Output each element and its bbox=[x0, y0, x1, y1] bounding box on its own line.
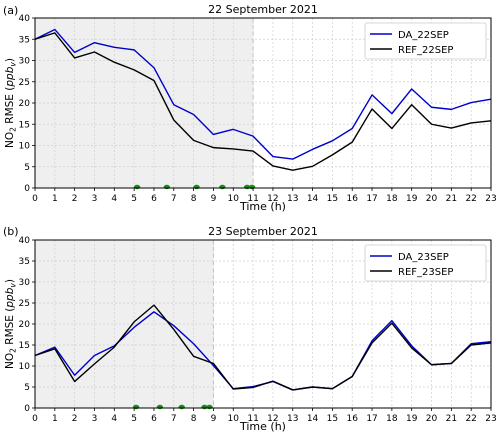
x-tick-label: 17 bbox=[366, 194, 377, 204]
y-tick-label: 0 bbox=[24, 404, 30, 414]
y-tick-label: 40 bbox=[19, 236, 31, 246]
y-tick-label: 20 bbox=[19, 99, 31, 109]
x-tick-label: 8 bbox=[191, 194, 197, 204]
marker-point bbox=[178, 404, 185, 410]
legend: DA_23SEP REF_23SEP bbox=[364, 244, 487, 282]
x-tick-label: 4 bbox=[111, 414, 117, 424]
x-tick-label: 16 bbox=[346, 194, 358, 204]
legend-entry: DA_23SEP bbox=[398, 252, 449, 263]
legend-box bbox=[364, 244, 487, 282]
y-tick-label: 25 bbox=[19, 299, 30, 309]
x-tick-label: 16 bbox=[346, 414, 358, 424]
legend-box bbox=[364, 22, 487, 60]
x-tick-label: 17 bbox=[366, 414, 377, 424]
x-tick-label: 4 bbox=[111, 194, 117, 204]
x-tick-label: 15 bbox=[327, 194, 338, 204]
x-tick-label: 2 bbox=[72, 414, 78, 424]
x-tick-label: 1 bbox=[52, 194, 58, 204]
chart-panel-0: 0 1 2 3 4 5 6 7 8 9 10 11 12 13 14 15 16 17 18 19 20 21 22 2305… bbox=[3, 3, 497, 213]
x-tick-label: 5 bbox=[131, 194, 137, 204]
panel-label: (a) bbox=[3, 4, 18, 17]
chart-title: 23 September 2021 bbox=[208, 225, 318, 238]
legend-entry: REF_23SEP bbox=[398, 267, 453, 278]
y-tick-label: 15 bbox=[19, 120, 30, 130]
panel-label: (b) bbox=[3, 225, 19, 238]
x-tick-label: 13 bbox=[287, 414, 298, 424]
x-tick-label: 20 bbox=[426, 414, 438, 424]
x-tick-label: 22 bbox=[465, 414, 476, 424]
x-tick-label: 19 bbox=[406, 194, 418, 204]
x-tick-label: 18 bbox=[386, 194, 398, 204]
y-tick-label: 30 bbox=[19, 278, 31, 288]
marker-point bbox=[248, 184, 256, 190]
legend: DA_22SEP REF_22SEP bbox=[364, 22, 487, 60]
marker-point bbox=[206, 404, 213, 410]
x-tick-label: 12 bbox=[267, 194, 278, 204]
marker-point bbox=[193, 184, 200, 190]
x-tick-label: 3 bbox=[92, 194, 98, 204]
x-tick-label: 23 bbox=[485, 414, 496, 424]
x-tick-label: 19 bbox=[406, 414, 418, 424]
x-tick-label: 11 bbox=[247, 414, 258, 424]
series-line-ref_23sep bbox=[34, 304, 492, 391]
y-tick-label: 35 bbox=[19, 257, 30, 267]
x-tick-label: 5 bbox=[131, 414, 137, 424]
y-tick-label: 5 bbox=[24, 163, 30, 173]
x-tick-label: 21 bbox=[446, 414, 457, 424]
legend-entry: DA_22SEP bbox=[398, 30, 449, 41]
series-line-da_22sep bbox=[34, 28, 492, 160]
y-tick-label: 15 bbox=[19, 341, 30, 351]
x-tick-label: 23 bbox=[485, 194, 496, 204]
x-tick-label: 9 bbox=[211, 414, 217, 424]
y-axis-label: NO2 RMSE (ppbv) bbox=[4, 58, 18, 148]
x-tick-label: 6 bbox=[151, 194, 157, 204]
x-tick-label: 21 bbox=[446, 194, 457, 204]
y-tick-label: 10 bbox=[19, 142, 31, 152]
y-tick-label: 20 bbox=[19, 320, 31, 330]
x-tick-label: 1 bbox=[52, 414, 58, 424]
x-axis-label: Time (h) bbox=[239, 420, 286, 433]
x-tick-label: 2 bbox=[72, 194, 78, 204]
x-tick-label: 15 bbox=[327, 414, 338, 424]
legend-entry: REF_22SEP bbox=[398, 45, 453, 56]
marker-point bbox=[133, 184, 141, 190]
marker-point bbox=[163, 184, 171, 190]
x-tick-label: 13 bbox=[287, 194, 298, 204]
x-tick-label: 22 bbox=[465, 194, 476, 204]
chart-panel-1: 0 1 2 3 4 5 6 7 8 9 10 11 12 13 14 15 16 17 18 19 20 21 22 2305… bbox=[3, 225, 497, 433]
x-tick-label: 18 bbox=[386, 414, 398, 424]
y-tick-label: 30 bbox=[19, 57, 31, 67]
x-tick-label: 14 bbox=[307, 414, 319, 424]
y-tick-label: 40 bbox=[19, 14, 31, 24]
x-tick-label: 3 bbox=[92, 414, 98, 424]
y-tick-label: 5 bbox=[24, 383, 30, 393]
x-tick-label: 6 bbox=[151, 414, 157, 424]
y-tick-label: 10 bbox=[19, 362, 31, 372]
y-tick-label: 35 bbox=[19, 35, 30, 45]
x-tick-label: 14 bbox=[307, 194, 319, 204]
y-tick-label: 25 bbox=[19, 78, 30, 88]
x-tick-label: 7 bbox=[171, 194, 177, 204]
y-tick-label: 0 bbox=[24, 184, 30, 194]
x-tick-label: 7 bbox=[171, 414, 177, 424]
x-tick-label: 11 bbox=[247, 194, 258, 204]
series-line-ref_22sep bbox=[34, 32, 492, 171]
x-tick-label: 9 bbox=[211, 194, 217, 204]
x-tick-label: 0 bbox=[32, 414, 38, 424]
x-tick-label: 20 bbox=[426, 194, 438, 204]
marker-point bbox=[156, 404, 164, 410]
x-tick-label: 10 bbox=[228, 414, 240, 424]
y-axis-label: NO2 RMSE (ppbv) bbox=[4, 279, 18, 369]
chart-title: 22 September 2021 bbox=[208, 3, 318, 16]
x-tick-label: 12 bbox=[267, 414, 278, 424]
x-tick-label: 10 bbox=[228, 194, 240, 204]
marker-point bbox=[219, 184, 226, 190]
x-tick-label: 8 bbox=[191, 414, 197, 424]
x-tick-label: 0 bbox=[32, 194, 38, 204]
x-axis-label: Time (h) bbox=[239, 200, 286, 213]
